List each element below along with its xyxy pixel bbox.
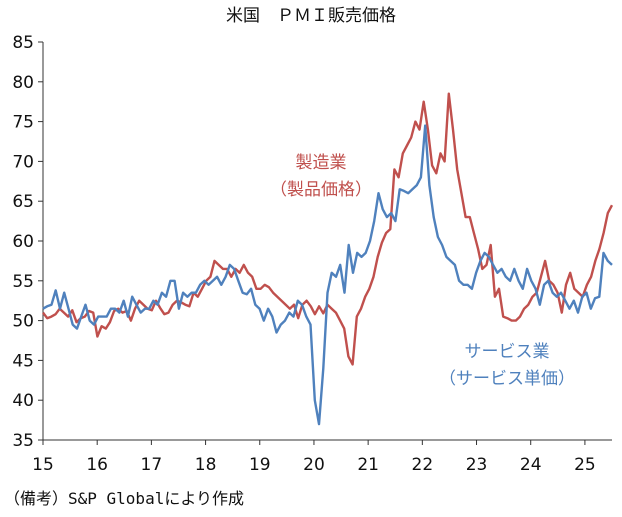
series-line-manufacturing [42,92,614,366]
series-sublabel-manufacturing: （製品価格） [270,180,372,200]
y-tick-label: 60 [12,232,34,252]
series-sublabel-services: （サービス単価） [439,369,575,389]
x-tick-label: 22 [412,455,434,475]
x-tick-label: 15 [32,455,54,475]
x-tick-label: 17 [141,455,163,475]
x-tick-label: 24 [520,455,542,475]
x-tick-label: 19 [249,455,271,475]
y-tick-label: 65 [12,192,34,212]
x-tick-label: 18 [195,455,217,475]
series-label-services: サービス業 [465,342,550,362]
y-axis-ticks: 35 40 45 50 55 60 65 70 75 80 85 [12,33,43,451]
x-tick-label: 16 [86,455,108,475]
y-tick-label: 45 [12,351,34,371]
x-tick-label: 20 [303,455,325,475]
x-tick-label: 25 [574,455,596,475]
label-manufacturing: 製造業 （製品価格） [270,153,372,200]
y-tick-label: 40 [12,391,34,411]
x-tick-label: 21 [357,455,379,475]
y-tick-label: 50 [12,312,34,332]
y-tick-label: 85 [12,33,34,53]
x-tick-label: 23 [466,455,488,475]
y-tick-label: 55 [12,272,34,292]
label-services: サービス業 （サービス単価） [439,342,575,389]
series-line-services [42,124,613,426]
series-lines [42,92,614,426]
y-tick-label: 35 [12,431,34,451]
x-axis-ticks: 15 16 17 18 19 20 21 22 23 24 25 [32,440,596,475]
y-tick-label: 80 [12,73,34,93]
chart-title: 米国 ＰＭＩ販売価格 [226,6,396,26]
series-label-manufacturing: 製造業 [296,153,347,173]
source-note: （備考）S&P Globalにより作成 [4,489,244,508]
y-tick-label: 75 [12,113,34,133]
y-tick-label: 70 [12,152,34,172]
